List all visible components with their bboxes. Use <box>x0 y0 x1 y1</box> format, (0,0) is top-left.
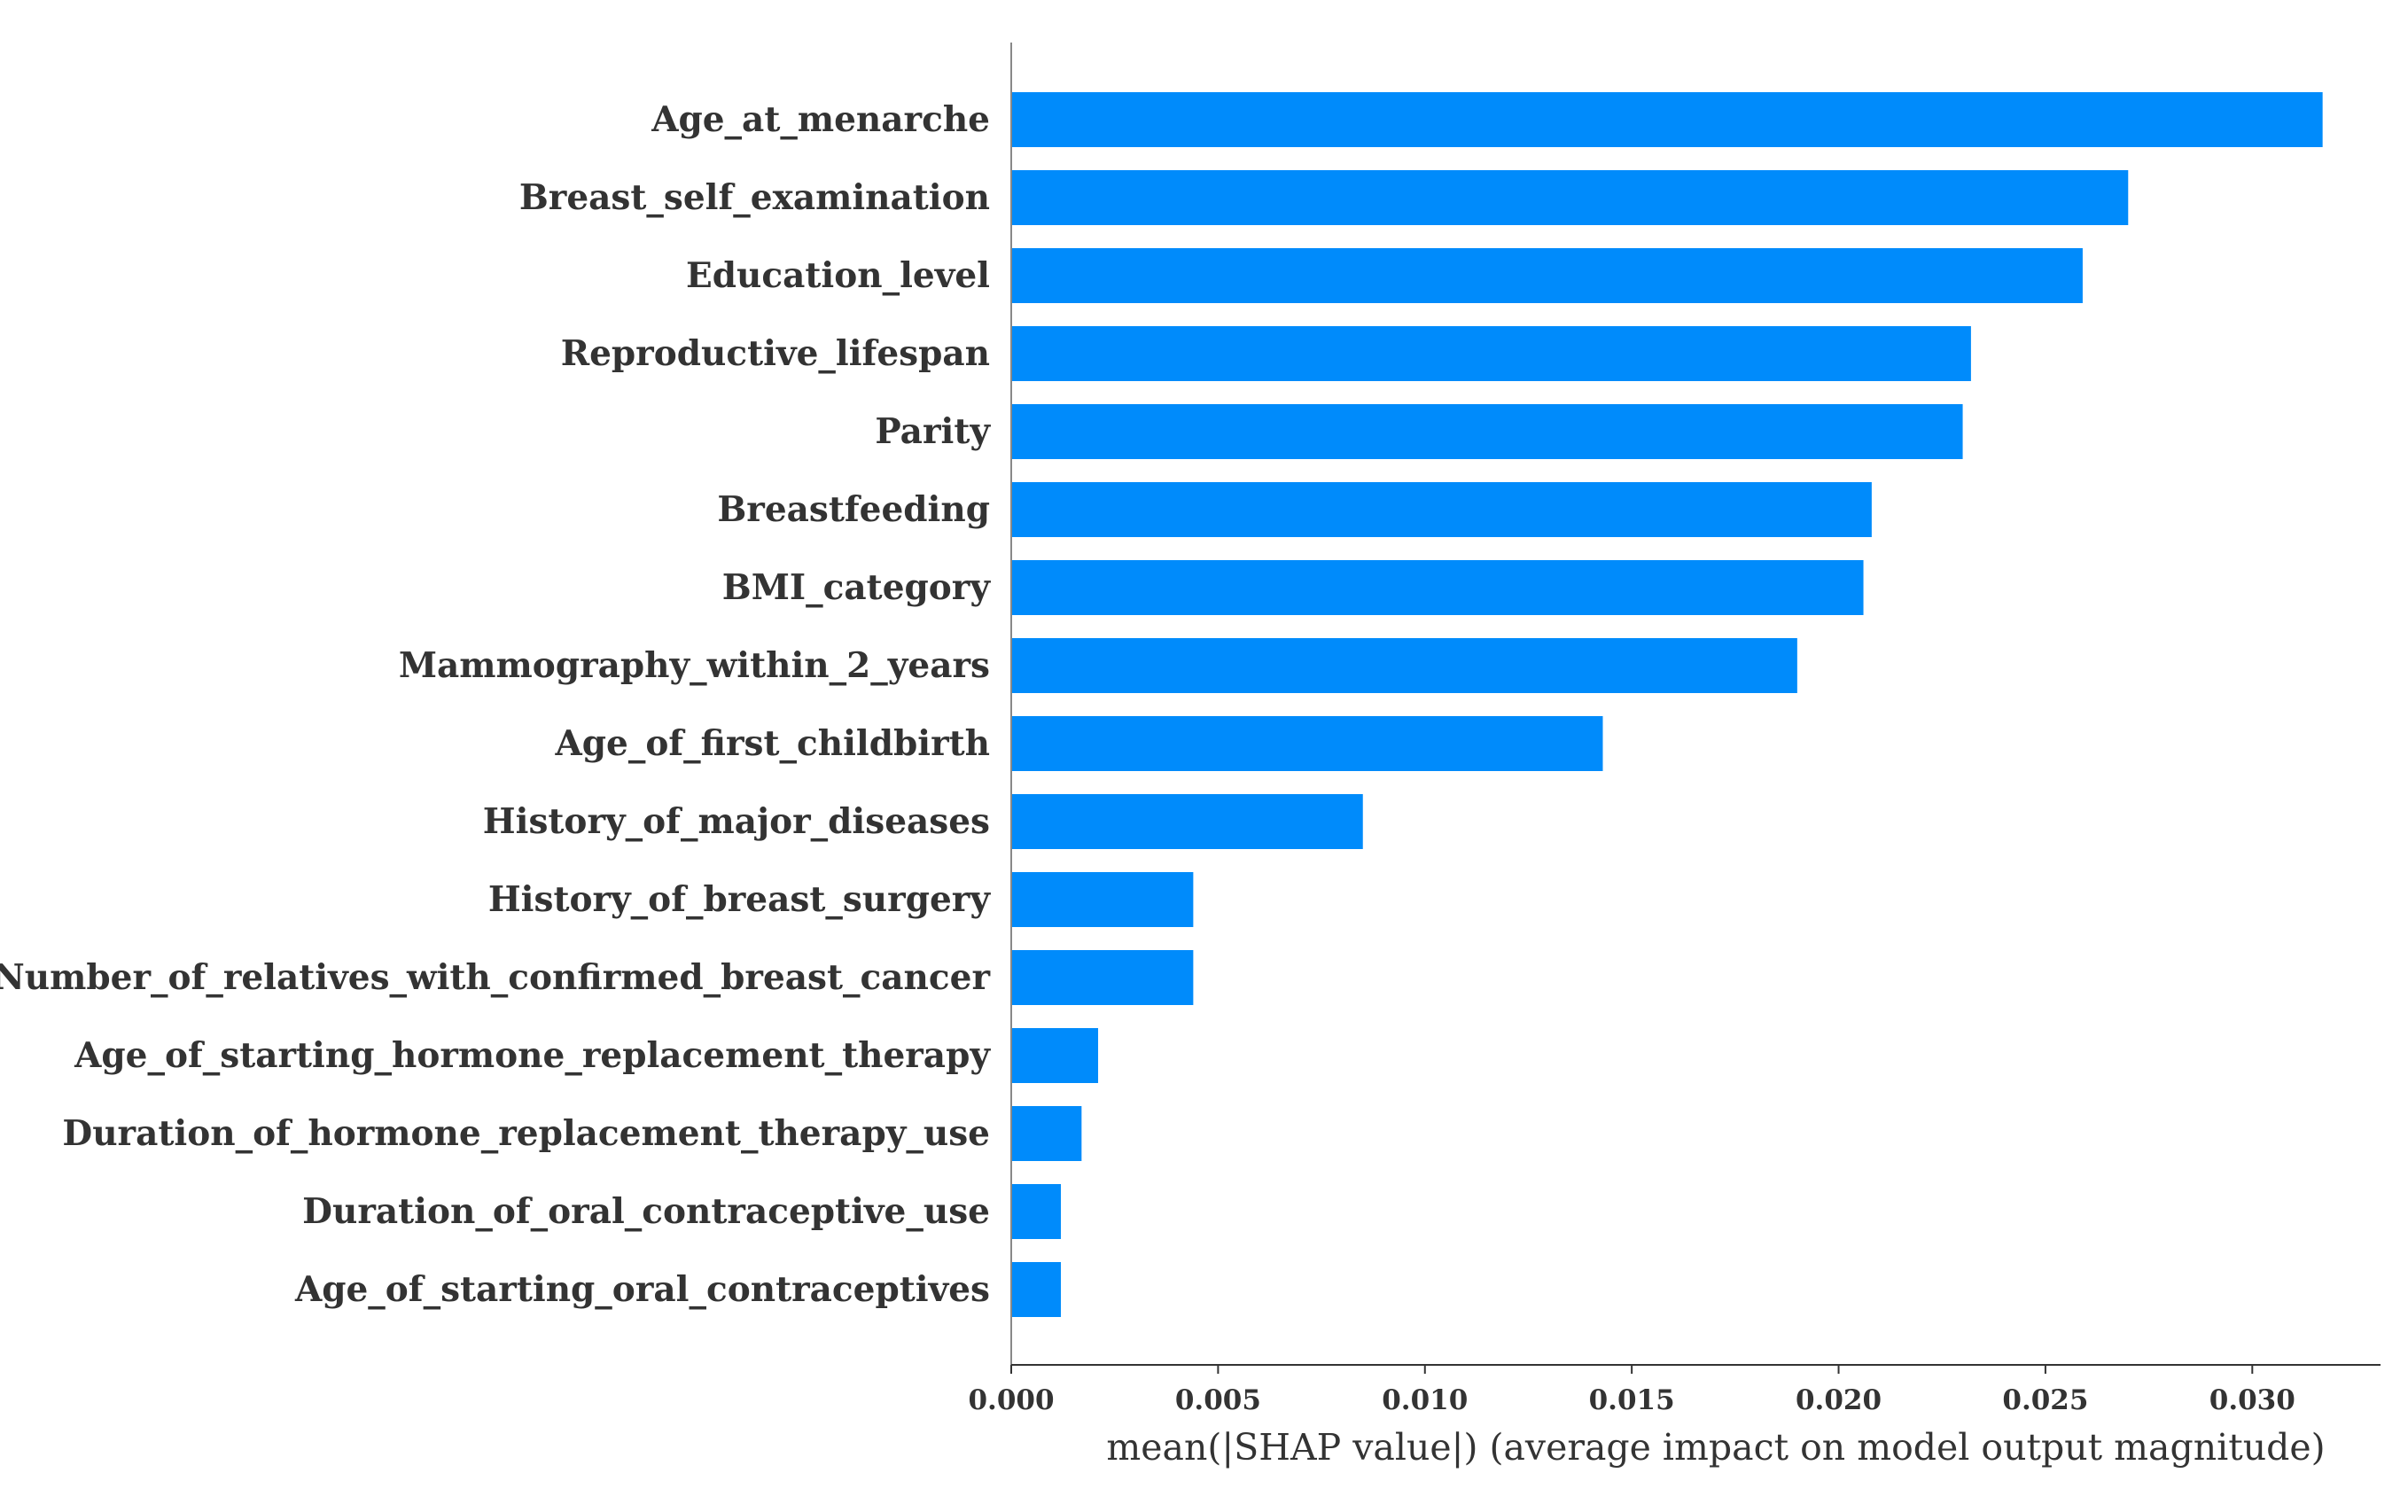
bar-number-of-relatives-with-confirmed-breast-cancer <box>1011 950 1194 1005</box>
feature-label: History_of_major_diseases <box>483 801 990 842</box>
feature-label: Age_of_starting_oral_contraceptives <box>294 1269 990 1310</box>
bar-age-of-starting-hormone-replacement-therapy <box>1011 1028 1099 1083</box>
feature-label: Duration_of_hormone_replacement_therapy_… <box>62 1113 990 1154</box>
bar-breast-self-examination <box>1011 170 2129 225</box>
feature-label: Reproductive_lifespan <box>561 333 990 374</box>
feature-label: History_of_breast_surgery <box>488 879 992 920</box>
bar-bmi-category <box>1011 560 1864 615</box>
bars-layer <box>1011 92 2323 1317</box>
bar-reproductive-lifespan <box>1011 326 1971 381</box>
bar-history-of-breast-surgery <box>1011 872 1194 927</box>
bar-mammography-within-2-years <box>1011 638 1797 693</box>
bar-age-of-first-childbirth <box>1011 716 1603 771</box>
x-tick-label: 0.000 <box>968 1384 1054 1416</box>
x-tick-label: 0.005 <box>1175 1384 1261 1416</box>
bar-duration-of-oral-contraceptive-use <box>1011 1184 1062 1239</box>
x-tick-label: 0.025 <box>2002 1384 2088 1416</box>
feature-label: Parity <box>875 411 991 452</box>
x-tick-label: 0.010 <box>1382 1384 1468 1416</box>
feature-label: Age_of_starting_hormone_replacement_ther… <box>74 1035 991 1076</box>
x-ticks-layer: 0.000 0.005 0.010 0.015 0.020 0.025 0.030 <box>968 1365 2295 1416</box>
bar-age-at-menarche <box>1011 92 2323 147</box>
bar-parity <box>1011 404 1963 459</box>
feature-labels-layer: Age_at_menarche Breast_self_examination Ed… <box>0 99 991 1310</box>
bar-history-of-major-diseases <box>1011 794 1363 849</box>
bar-education-level <box>1011 248 2083 303</box>
feature-label: Age_of_first_childbirth <box>554 723 990 764</box>
bar-duration-of-hormone-replacement-therapy-use <box>1011 1106 1082 1161</box>
feature-label: Number_of_relatives_with_confirmed_breas… <box>0 957 990 998</box>
feature-label: Education_level <box>686 255 990 296</box>
x-tick-label: 0.030 <box>2209 1384 2295 1416</box>
bar-age-of-starting-oral-contraceptives <box>1011 1262 1062 1317</box>
feature-label: Breastfeeding <box>717 489 990 530</box>
x-axis-label: mean(|SHAP value|) (average impact on mo… <box>1106 1426 2325 1469</box>
feature-label: Mammography_within_2_years <box>399 645 990 686</box>
x-tick-label: 0.020 <box>1796 1384 1882 1416</box>
x-tick-label: 0.015 <box>1589 1384 1675 1416</box>
feature-label: Breast_self_examination <box>519 177 990 218</box>
feature-label: BMI_category <box>722 567 992 608</box>
feature-label: Duration_of_oral_contraceptive_use <box>302 1191 990 1232</box>
feature-label: Age_at_menarche <box>651 99 990 140</box>
bar-breastfeeding <box>1011 482 1872 537</box>
